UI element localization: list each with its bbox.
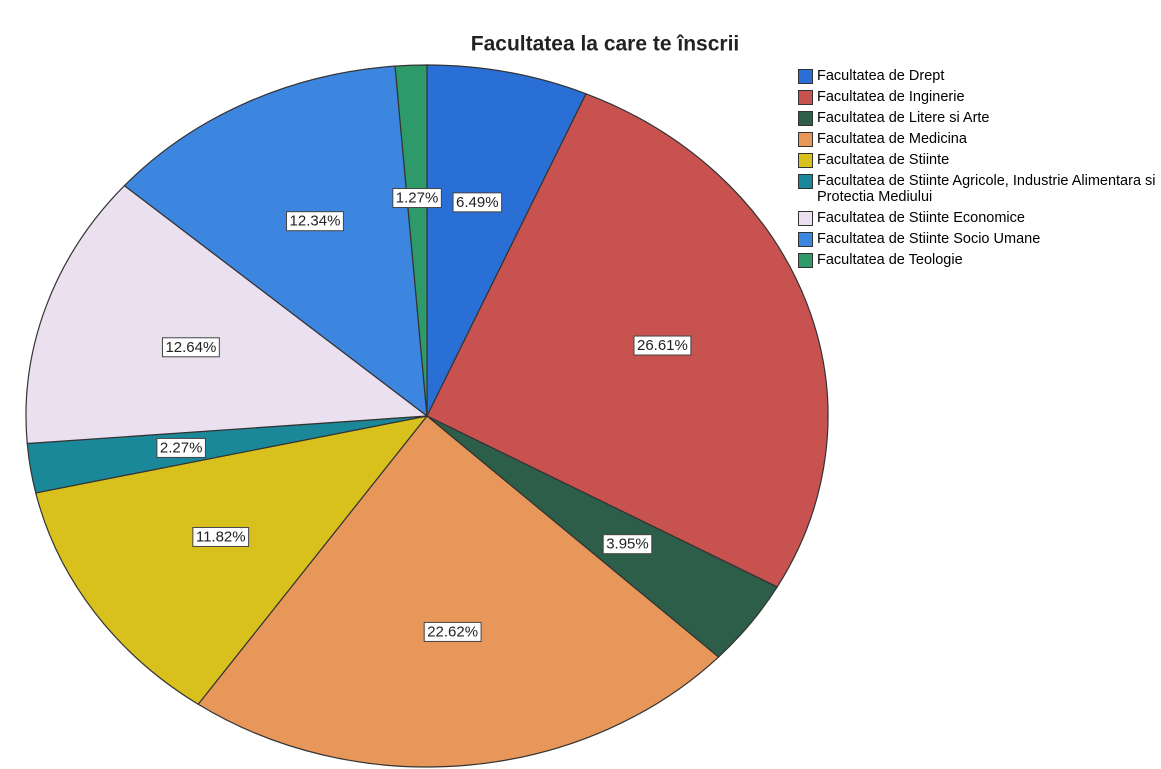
legend-swatch bbox=[798, 69, 813, 84]
value-label-box bbox=[161, 337, 220, 358]
value-label: 6.49% bbox=[456, 194, 499, 211]
legend-item: Facultatea de Stiinte bbox=[798, 152, 1158, 168]
value-label: 26.61% bbox=[637, 337, 688, 354]
legend-item: Facultatea de Litere si Arte bbox=[798, 110, 1158, 126]
legend-item: Facultatea de Stiinte Economice bbox=[798, 210, 1158, 226]
value-label-box bbox=[423, 621, 482, 642]
pie-slice bbox=[25, 184, 429, 445]
legend-item: Facultatea de Drept bbox=[798, 68, 1158, 84]
legend-swatch bbox=[798, 253, 813, 268]
value-label: 2.27% bbox=[160, 439, 203, 456]
pie-slice bbox=[426, 64, 587, 417]
legend-item: Facultatea de Inginerie bbox=[798, 89, 1158, 105]
legend-label: Facultatea de Stiinte Agricole, Industri… bbox=[817, 173, 1156, 205]
legend-label: Facultatea de Medicina bbox=[817, 131, 967, 147]
value-label: 12.34% bbox=[290, 213, 341, 230]
value-label: 3.95% bbox=[606, 536, 649, 553]
chart-title: Facultatea la care te înscrii bbox=[471, 33, 739, 56]
legend: Facultatea de Drept Facultatea de Inginer… bbox=[798, 68, 1158, 273]
value-label-box bbox=[192, 526, 250, 547]
legend-swatch bbox=[798, 153, 813, 168]
legend-swatch bbox=[798, 111, 813, 126]
legend-item: Facultatea de Teologie bbox=[798, 252, 1158, 268]
legend-label: Facultatea de Stiinte bbox=[817, 152, 950, 168]
value-label-box bbox=[392, 188, 442, 209]
value-label: 22.62% bbox=[427, 623, 478, 640]
pie-slice bbox=[394, 64, 428, 417]
legend-label: Facultatea de Litere si Arte bbox=[817, 110, 990, 126]
legend-label: Facultatea de Inginerie bbox=[817, 89, 965, 105]
pie-slice bbox=[426, 93, 829, 588]
pie-slice bbox=[35, 415, 429, 706]
legend-swatch bbox=[798, 232, 813, 247]
legend-item: Facultatea de Medicina bbox=[798, 131, 1158, 147]
pie-slice bbox=[123, 65, 428, 418]
value-label-box bbox=[452, 192, 503, 213]
legend-swatch bbox=[798, 90, 813, 105]
legend-label: Facultatea de Teologie bbox=[817, 252, 963, 268]
value-label: 12.64% bbox=[165, 339, 216, 356]
legend-swatch bbox=[798, 174, 813, 189]
value-label-box bbox=[602, 534, 653, 555]
legend-label: Facultatea de Drept bbox=[817, 68, 945, 84]
legend-item: Facultatea de Stiinte Socio Umane bbox=[798, 231, 1158, 247]
value-label-box bbox=[286, 211, 344, 232]
legend-label: Facultatea de Stiinte Socio Umane bbox=[817, 231, 1041, 247]
legend-label: Facultatea de Stiinte Economice bbox=[817, 210, 1025, 226]
value-label-box bbox=[633, 335, 692, 356]
legend-swatch bbox=[798, 132, 813, 147]
pie-slice bbox=[197, 415, 720, 768]
value-label-box bbox=[156, 437, 206, 458]
legend-swatch bbox=[798, 211, 813, 226]
value-label: 11.82% bbox=[196, 528, 246, 545]
value-label: 1.27% bbox=[396, 190, 439, 207]
legend-item: Facultatea de Stiinte Agricole, Industri… bbox=[798, 173, 1158, 205]
